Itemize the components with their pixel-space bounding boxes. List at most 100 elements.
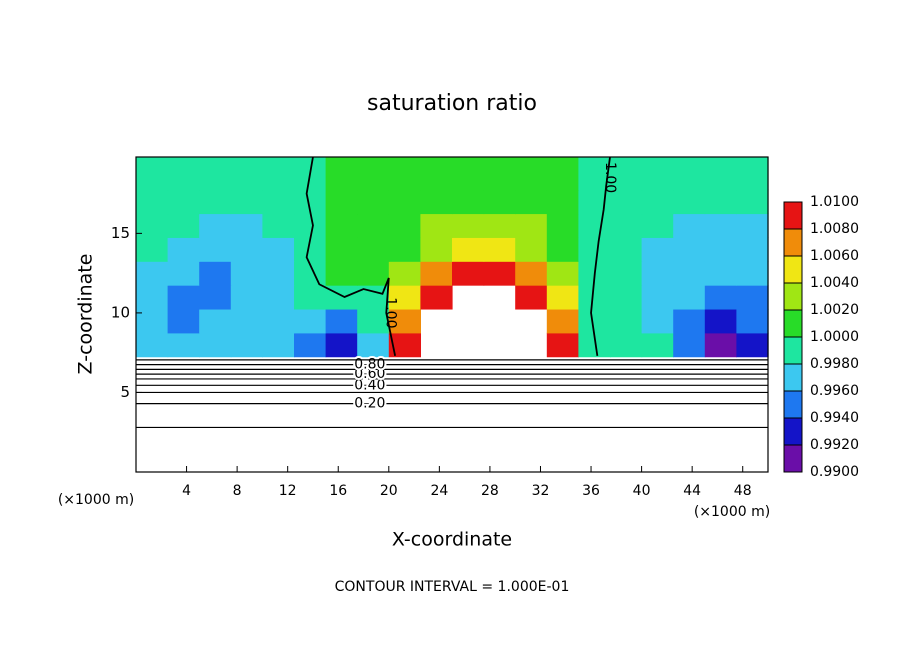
field-cell [357,157,390,191]
field-cell [673,308,706,334]
field-cell [388,261,421,286]
field-cell [546,189,579,215]
field-cell [515,285,548,310]
field-cell [167,308,200,334]
chart-title: saturation ratio [367,91,537,116]
field-cell [325,285,358,310]
field-cell [230,308,263,334]
field-cell [230,261,263,286]
contour-line [590,156,611,356]
field-cell [641,213,674,238]
field-cell [357,237,390,262]
field-cell [357,261,390,286]
field-cell [262,189,295,215]
field-cell [673,213,706,238]
field-cell [294,213,327,238]
field-cell [704,157,737,191]
field-cell [673,285,706,310]
field-cell [420,237,453,262]
field-cell [167,157,200,191]
colorbar-tick-label: 0.9900 [810,464,859,480]
field-cell [262,261,295,286]
field-cell [357,213,390,238]
field-cell [610,213,643,238]
field-cell [199,213,232,238]
field-cell [230,213,263,238]
plot-frame [135,156,769,473]
y-tick-label: 5 [120,383,130,401]
field-cell [546,308,579,334]
colorbar-tick-label: 0.9940 [810,410,859,426]
colorbar-swatch [784,202,802,229]
colorbar-tick-label: 0.9920 [810,437,859,453]
contour-label: 0.20 [354,396,385,412]
colorbar-swatch [784,283,802,310]
field-cell [578,237,611,262]
field-cell [294,332,327,358]
field-cell [483,157,516,191]
field-cell [420,285,453,310]
field-cell [610,237,643,262]
y-axis-label: Z-coordinate [75,254,97,375]
field-cell [578,285,611,310]
field-cell [546,213,579,238]
field-cell [325,308,358,334]
field-cell [230,285,263,310]
x-axis-label: X-coordinate [392,529,512,551]
x-tick-label: 20 [380,483,398,499]
colorbar-swatch [784,364,802,391]
field-cell [262,213,295,238]
field-cell [610,308,643,334]
field-cell [704,332,737,358]
colorbar-tick-label: 1.0020 [810,302,859,318]
footnote: CONTOUR INTERVAL = 1.000E-01 [335,579,570,595]
field-cell [199,261,232,286]
field-cell [294,285,327,310]
field-cell [641,157,674,191]
field-cell [641,285,674,310]
field-cell [167,213,200,238]
colorbar-swatch [784,256,802,283]
field-cell [736,332,769,358]
field-cell [136,261,169,286]
field-cell [262,308,295,334]
colorbar-swatch [784,418,802,445]
field-cell [578,157,611,191]
field-cell [546,157,579,191]
colorbar-swatch [784,310,802,337]
field-cell [420,189,453,215]
field-cell [641,189,674,215]
x-unit: (×1000 m) [58,492,134,508]
x-tick-label: 32 [532,483,550,499]
field-cell [325,332,358,358]
field-cell [610,261,643,286]
field-cell [578,213,611,238]
field-cell [704,261,737,286]
field-cell [388,285,421,310]
field-cell [167,285,200,310]
field-cell [641,261,674,286]
field-cell [199,285,232,310]
field-cell [294,308,327,334]
field-cell [136,213,169,238]
field-cell [673,237,706,262]
x-tick-label: 48 [734,483,752,499]
field-cell [704,213,737,238]
field-cell [388,213,421,238]
x-unit: (×1000 m) [694,504,770,520]
field-cell [357,189,390,215]
x-tick-label: 40 [633,483,651,499]
field-cell [262,332,295,358]
colorbar-tick-label: 1.0000 [810,329,859,345]
field-cell [167,237,200,262]
field-cell [736,261,769,286]
field-cell [167,189,200,215]
field-cell [704,189,737,215]
field-cell [610,332,643,358]
colorbar-tick-label: 1.0100 [810,194,859,210]
field-cell [420,261,453,286]
x-tick-label: 36 [582,483,600,499]
field-cell [325,157,358,191]
field-cell [452,261,485,286]
